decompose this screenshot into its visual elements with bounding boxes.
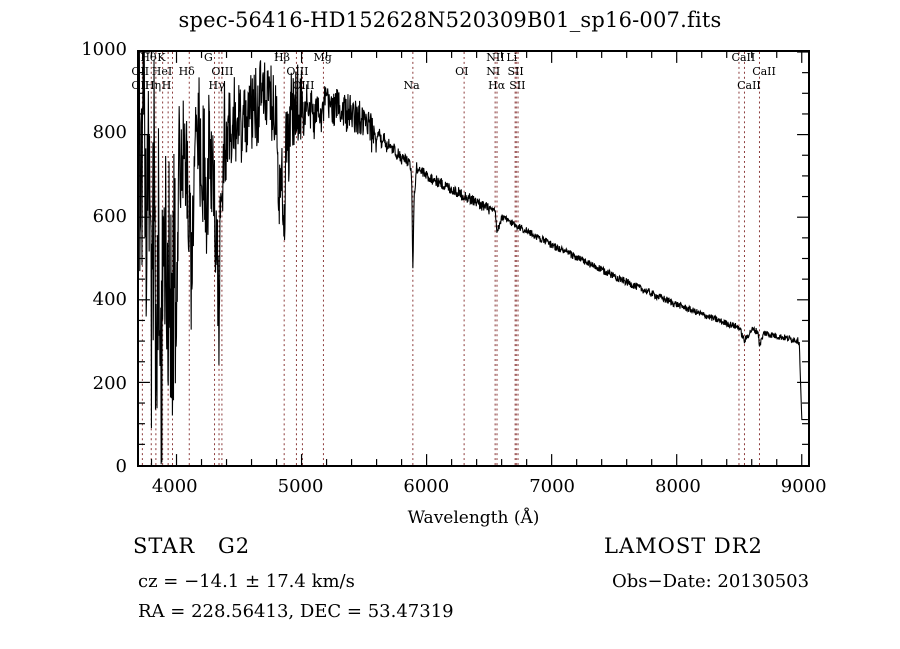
spectrum-trace [139,52,808,465]
x-axis-label: Wavelength (Å) [407,508,540,528]
footer-spectral-class: G2 [218,534,251,558]
page-title: spec-56416-HD152628N520309B01_sp16-007.f… [178,8,722,32]
plot-area [137,50,810,467]
y-tick-200: 200 [92,372,127,394]
line-label-HeI-3889: HeI [151,65,173,78]
line-label-OIII-4959: OIII [286,65,309,78]
footer-cz: cz = −14.1 ± 17.4 km/s [138,571,355,592]
footer-survey: LAMOST DR2 [604,534,763,558]
x-tick-6000: 6000 [403,476,450,497]
y-tick-0: 0 [115,456,127,477]
line-label-G-4304: G [203,51,213,64]
line-label-OIII-5007: OIII [292,79,315,92]
y-tick-600: 600 [92,205,127,227]
line-label-NII-6548: NII [486,51,505,64]
line-label-OII-3727: OII [131,79,150,92]
line-label-Na-5890: Na [403,79,420,92]
axis-inner-ticks [139,52,808,465]
x-tick-7000: 7000 [529,476,576,497]
footer-object-type: STAR [133,534,196,558]
line-label-CaII-8498: CaII [731,51,756,64]
x-tick-5000: 5000 [277,476,324,497]
line-label-SII-6731: SII [509,79,526,92]
y-tick-1000: 1000 [81,39,127,60]
x-tick-9000: 9000 [780,476,827,497]
line-label-H-4861: Hβ [274,51,290,64]
line-label-H-4340: Hγ [208,79,225,92]
line-label-H-3835: Hη [144,79,162,92]
line-label-OII-3727: OII [131,65,150,78]
x-tick-8000: 8000 [655,476,701,497]
line-label-OIII-4363: OIII [211,65,234,78]
line-label-OI-6300: OI [455,65,469,78]
footer-coordinates: RA = 228.56413, DEC = 53.47319 [138,601,454,622]
line-label-SII-6717: SII [507,65,524,78]
y-tick-800: 800 [92,122,127,144]
spectrum-svg [139,52,808,465]
line-label-H-4102: Hδ [178,65,195,78]
line-label-Mg-5175: Mg [313,51,332,64]
line-label-K-3933: K [157,51,166,64]
x-tick-4000: 4000 [151,476,198,497]
y-tick-400: 400 [92,289,127,311]
line-label-CaII-8542: CaII [737,79,761,92]
line-label-CaII-8662: CaII [752,65,776,78]
line-label-Li-6708: Li [506,51,518,64]
line-label-NI-6548: NI [486,65,501,78]
line-label-H-6563: Hα [488,79,506,92]
line-label-H-3798: Hθ [140,51,157,64]
line-label-H-3968: H [161,79,172,92]
footer-obs-date: Obs−Date: 20130503 [612,571,810,592]
